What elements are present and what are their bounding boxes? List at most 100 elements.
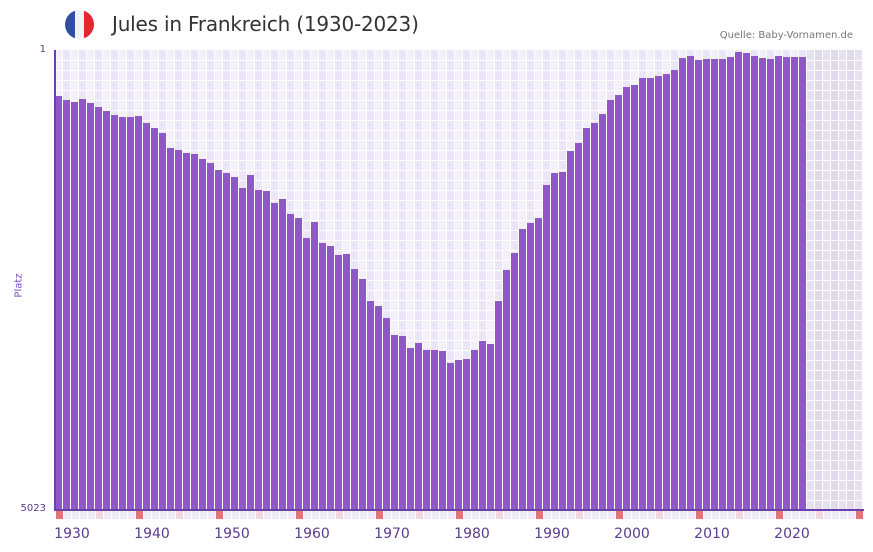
- year-marker: [232, 511, 239, 519]
- bar-1933[interactable]: [79, 99, 86, 510]
- bar-1945[interactable]: [175, 150, 182, 510]
- bar-1978[interactable]: [439, 351, 446, 510]
- bar-1991[interactable]: [543, 185, 550, 510]
- bar-2007[interactable]: [671, 69, 678, 510]
- bar-1965[interactable]: [335, 255, 342, 510]
- bar-1936[interactable]: [103, 111, 110, 510]
- bar-1930[interactable]: [55, 95, 62, 510]
- bar-2012[interactable]: [711, 58, 718, 510]
- x-tick-1930: 1930: [54, 526, 90, 542]
- bar-1977[interactable]: [431, 350, 438, 510]
- bar-1938[interactable]: [119, 116, 126, 510]
- bar-1994[interactable]: [567, 151, 574, 510]
- bar-1987[interactable]: [511, 252, 518, 510]
- year-marker: [640, 511, 647, 519]
- bar-1995[interactable]: [575, 142, 582, 510]
- bar-1950[interactable]: [215, 170, 222, 510]
- bar-1951[interactable]: [223, 173, 230, 510]
- bar-1935[interactable]: [95, 106, 102, 510]
- bar-2010[interactable]: [695, 59, 702, 510]
- bar-1948[interactable]: [199, 159, 206, 510]
- bar-1986[interactable]: [503, 270, 510, 510]
- bar-2001[interactable]: [623, 87, 630, 510]
- bar-2009[interactable]: [687, 55, 694, 510]
- bar-1953[interactable]: [239, 188, 246, 510]
- bar-1988[interactable]: [519, 228, 526, 510]
- bar-1958[interactable]: [279, 199, 286, 510]
- bar-1960[interactable]: [295, 218, 302, 510]
- bar-1946[interactable]: [183, 152, 190, 510]
- bar-2004[interactable]: [647, 78, 654, 510]
- bar-1968[interactable]: [359, 279, 366, 510]
- bar-1984[interactable]: [487, 344, 494, 510]
- bar-1993[interactable]: [559, 172, 566, 510]
- bar-1966[interactable]: [343, 254, 350, 510]
- bar-2011[interactable]: [703, 58, 710, 510]
- bar-2005[interactable]: [655, 76, 662, 510]
- bar-2023[interactable]: [799, 56, 806, 510]
- bar-1973[interactable]: [399, 335, 406, 510]
- source-link[interactable]: Quelle: Baby-Vornamen.de: [719, 30, 853, 41]
- bar-1998[interactable]: [599, 114, 606, 510]
- bar-1944[interactable]: [167, 148, 174, 510]
- year-marker: [296, 511, 303, 519]
- bar-1982[interactable]: [471, 350, 478, 510]
- bar-1967[interactable]: [351, 269, 358, 510]
- bar-2006[interactable]: [663, 74, 670, 510]
- bar-1949[interactable]: [207, 163, 214, 510]
- bar-1947[interactable]: [191, 153, 198, 510]
- bar-1990[interactable]: [535, 218, 542, 510]
- bar-1954[interactable]: [247, 175, 254, 510]
- bar-1963[interactable]: [319, 243, 326, 510]
- bar-1980[interactable]: [455, 360, 462, 510]
- bar-1997[interactable]: [591, 123, 598, 510]
- bar-1996[interactable]: [583, 128, 590, 510]
- bar-1931[interactable]: [63, 100, 70, 510]
- bar-2000[interactable]: [615, 94, 622, 510]
- bar-1976[interactable]: [423, 350, 430, 510]
- bar-2015[interactable]: [735, 52, 742, 510]
- bar-1956[interactable]: [263, 190, 270, 510]
- bar-1939[interactable]: [127, 116, 134, 510]
- bar-2022[interactable]: [791, 56, 798, 510]
- bar-1979[interactable]: [447, 363, 454, 510]
- bar-1989[interactable]: [527, 223, 534, 510]
- bar-1971[interactable]: [383, 318, 390, 510]
- bar-1942[interactable]: [151, 128, 158, 510]
- bar-2021[interactable]: [783, 56, 790, 510]
- bar-1992[interactable]: [551, 173, 558, 510]
- bar-1970[interactable]: [375, 306, 382, 510]
- bar-1952[interactable]: [231, 176, 238, 510]
- bar-1972[interactable]: [391, 335, 398, 510]
- bar-1941[interactable]: [143, 123, 150, 510]
- bar-1934[interactable]: [87, 103, 94, 510]
- bar-2003[interactable]: [639, 78, 646, 510]
- bar-1957[interactable]: [271, 202, 278, 510]
- year-marker: [88, 511, 95, 519]
- bar-2017[interactable]: [751, 55, 758, 510]
- bar-1974[interactable]: [407, 347, 414, 510]
- bar-1983[interactable]: [479, 341, 486, 510]
- bar-2008[interactable]: [679, 57, 686, 510]
- bar-2013[interactable]: [719, 58, 726, 510]
- bar-1985[interactable]: [495, 300, 502, 510]
- bar-2020[interactable]: [775, 55, 782, 510]
- bar-1999[interactable]: [607, 100, 614, 510]
- bar-1943[interactable]: [159, 133, 166, 510]
- bar-1969[interactable]: [367, 300, 374, 510]
- bar-1932[interactable]: [71, 102, 78, 510]
- bar-2019[interactable]: [767, 58, 774, 510]
- bar-1964[interactable]: [327, 246, 334, 510]
- bar-1959[interactable]: [287, 213, 294, 510]
- bar-1940[interactable]: [135, 116, 142, 510]
- bar-1975[interactable]: [415, 343, 422, 510]
- bar-1937[interactable]: [111, 115, 118, 510]
- bar-1961[interactable]: [303, 237, 310, 510]
- bar-1962[interactable]: [311, 222, 318, 510]
- bar-2002[interactable]: [631, 85, 638, 510]
- bar-2016[interactable]: [743, 53, 750, 510]
- bar-1981[interactable]: [463, 359, 470, 510]
- bar-2018[interactable]: [759, 57, 766, 510]
- bar-2014[interactable]: [727, 56, 734, 510]
- bar-1955[interactable]: [255, 189, 262, 510]
